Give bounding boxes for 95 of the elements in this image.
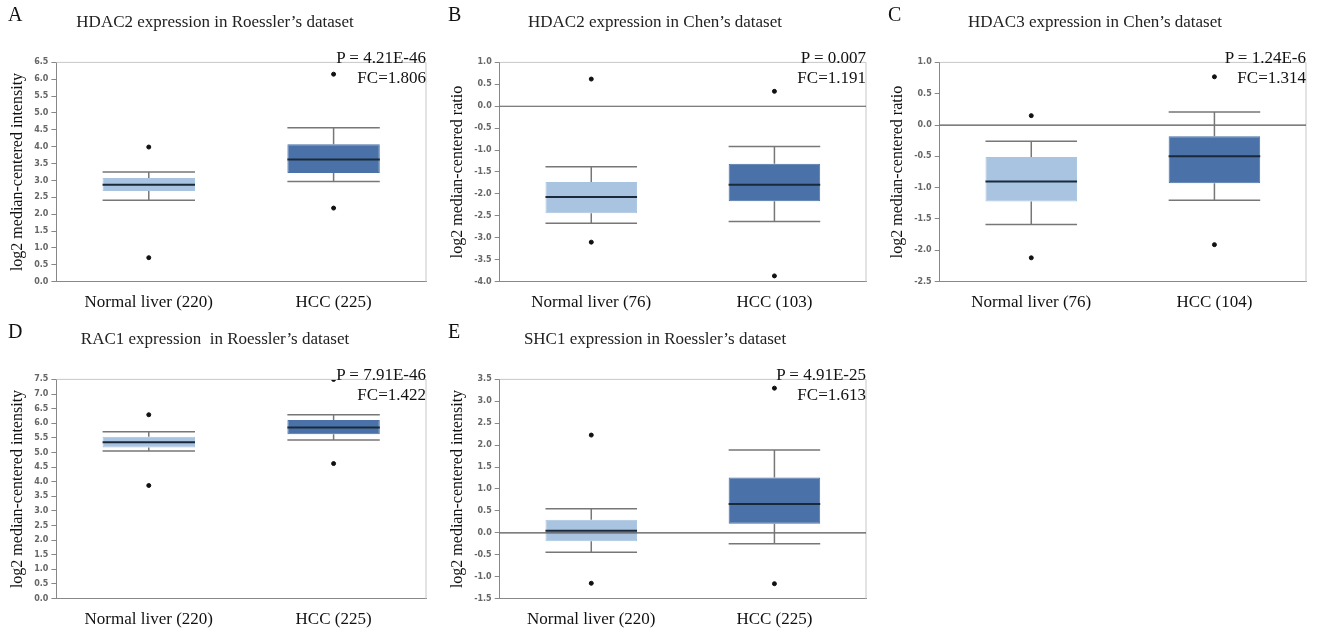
y-tick-label: 0.0 <box>477 527 493 537</box>
y-axis-title: log2 median-centered ratio <box>887 85 906 259</box>
annotation: FC=1.422 <box>357 385 426 405</box>
y-tick-label: 0.5 <box>477 506 493 515</box>
y-tick-label: 5.5 <box>34 432 49 442</box>
y-tick-label: -0.5 <box>474 123 493 133</box>
y-tick-label: 5.0 <box>34 108 49 118</box>
x-tick-label: Normal liver (220) <box>84 292 213 312</box>
y-tick-label: 2.0 <box>34 209 49 219</box>
y-tick-label: 4.0 <box>34 476 49 486</box>
y-tick-label: 4.0 <box>34 141 49 151</box>
y-tick-label: -3.0 <box>474 232 493 242</box>
y-tick-label: 0.5 <box>34 259 49 269</box>
y-tick-label: 3.5 <box>477 374 493 384</box>
y-tick-label: -0.5 <box>474 549 493 559</box>
annotation: P = 4.21E-46 <box>336 48 426 68</box>
y-tick-label: 0.5 <box>34 579 49 589</box>
annotation: P = 0.007 <box>800 48 867 68</box>
y-tick-label: 1.0 <box>477 484 493 494</box>
chart-title: HDAC2 expression in Roessler’s dataset <box>76 11 354 31</box>
y-tick-label: 3.0 <box>34 506 49 515</box>
annotation: FC=1.191 <box>797 68 866 88</box>
y-tick-label: 4.5 <box>34 462 49 472</box>
y-tick-label: 1.5 <box>477 462 493 472</box>
y-tick-label: -2.0 <box>914 245 933 255</box>
y-tick-label: -2.0 <box>474 189 493 198</box>
y-tick-label: 1.5 <box>34 549 49 559</box>
x-tick-label: Normal liver (76) <box>531 292 652 312</box>
y-axis-title: log2 median-centered intensity <box>7 389 26 589</box>
y-tick-label: -1.5 <box>474 593 493 603</box>
y-tick-label: -0.5 <box>914 151 933 161</box>
y-tick-label: -1.0 <box>474 571 493 581</box>
text: E <box>448 320 461 343</box>
x-tick-label: HCC (103) <box>736 292 813 312</box>
y-tick-label: 2.0 <box>477 440 493 450</box>
y-tick-label: 7.5 <box>34 374 49 384</box>
text: D <box>8 320 23 343</box>
y-tick-label: -3.5 <box>474 254 493 264</box>
y-tick-label: 3.5 <box>34 158 49 168</box>
y-tick-label: 5.0 <box>34 447 49 457</box>
y-tick-label: 0.5 <box>477 79 493 89</box>
x-tick-label: HCC (225) <box>295 609 372 629</box>
y-tick-label: 1.0 <box>477 57 493 67</box>
annotation: P = 1.24E-6 <box>1224 48 1306 68</box>
y-tick-label: -1.5 <box>914 214 933 224</box>
annotation: FC=1.806 <box>357 68 426 88</box>
chart-title: HDAC3 expression in Chen’s dataset <box>967 11 1223 31</box>
y-tick-label: 4.5 <box>34 124 49 134</box>
y-tick-label: -2.5 <box>914 276 933 286</box>
y-tick-label: 0.0 <box>34 276 49 286</box>
y-axis-title: log2 median-centered intensity <box>7 72 26 272</box>
chart-title: RAC1 expression in Roessler’s dataset <box>80 328 350 348</box>
x-tick-label: HCC (225) <box>736 609 813 629</box>
y-axis-title: log2 median-centered ratio <box>447 85 466 259</box>
y-tick-label: 2.5 <box>477 418 493 428</box>
y-tick-label: 1.0 <box>34 564 49 574</box>
y-tick-label: 1.0 <box>34 242 49 252</box>
y-tick-label: -1.0 <box>474 145 493 155</box>
text: B <box>448 3 462 26</box>
y-tick-label: -4.0 <box>474 276 493 286</box>
x-tick-label: HCC (225) <box>295 292 372 312</box>
x-tick-label: Normal liver (220) <box>527 609 656 629</box>
annotation: P = 4.91E-25 <box>776 365 866 385</box>
annotation: P = 7.91E-46 <box>336 365 426 385</box>
y-tick-label: 3.0 <box>477 396 493 406</box>
y-tick-label: 3.0 <box>34 175 49 185</box>
y-tick-label: 2.0 <box>34 535 49 545</box>
y-tick-label: 6.0 <box>34 74 49 84</box>
y-tick-label: 0.0 <box>477 101 493 111</box>
y-tick-label: 0.0 <box>34 593 49 603</box>
y-tick-label: -2.5 <box>474 210 493 220</box>
y-tick-label: -1.0 <box>914 182 933 192</box>
text: C <box>888 3 902 26</box>
y-tick-label: 3.5 <box>34 491 49 501</box>
x-tick-label: Normal liver (76) <box>971 292 1092 312</box>
y-tick-label: 7.0 <box>34 389 49 399</box>
y-tick-label: 6.5 <box>34 403 49 413</box>
y-tick-label: 5.5 <box>34 91 49 101</box>
y-axis-title: log2 median-centered intensity <box>447 389 466 589</box>
text: A <box>8 3 23 26</box>
y-tick-label: 0.0 <box>917 120 933 130</box>
x-tick-label: HCC (104) <box>1176 292 1253 312</box>
y-tick-label: 1.5 <box>34 226 49 236</box>
y-tick-label: 1.0 <box>917 57 933 67</box>
chart-title: HDAC2 expression in Chen’s dataset <box>527 11 783 31</box>
y-tick-label: 6.5 <box>34 57 49 67</box>
y-tick-label: 6.0 <box>34 418 49 428</box>
chart-title: SHC1 expression in Roessler’s dataset <box>523 328 787 348</box>
y-tick-label: 2.5 <box>34 520 49 530</box>
annotation: FC=1.613 <box>797 385 866 405</box>
x-tick-label: Normal liver (220) <box>84 609 213 629</box>
y-tick-label: 0.5 <box>917 88 933 98</box>
y-tick-label: -1.5 <box>474 167 493 177</box>
annotation: FC=1.314 <box>1237 68 1307 88</box>
y-tick-label: 2.5 <box>34 192 49 202</box>
